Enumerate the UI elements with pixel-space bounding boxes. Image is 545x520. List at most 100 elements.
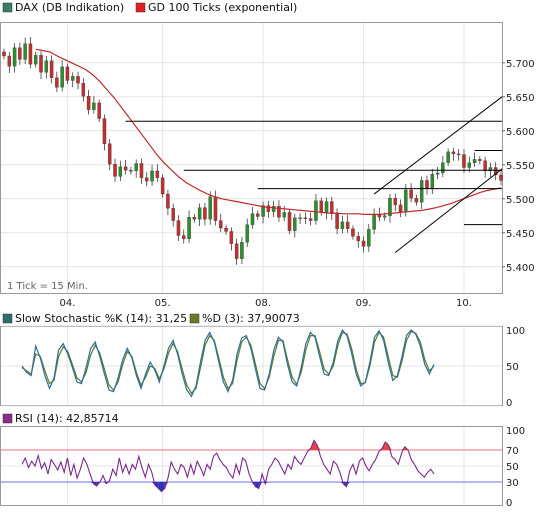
- candle-body: [139, 163, 144, 178]
- ema-line: [35, 48, 502, 215]
- main-x-axis: 04. 05. 08. 09. 10.: [59, 298, 471, 309]
- legend-label-rsi: RSI (14): 42,85714: [15, 412, 119, 425]
- candle-body: [113, 163, 117, 177]
- candle-body: [176, 220, 181, 236]
- candle-body: [219, 220, 223, 229]
- candle-body: [108, 143, 112, 165]
- candle-body: [12, 47, 17, 67]
- candle-body: [224, 227, 228, 232]
- candle-body: [414, 197, 419, 203]
- main-x-tick-label: 09.: [356, 298, 372, 309]
- legend-label-ema: GD 100 Ticks (exponential): [148, 1, 297, 14]
- candle-body: [271, 206, 276, 212]
- main-x-tick-label: 04.: [59, 298, 75, 309]
- candle-body: [293, 217, 297, 231]
- rsi-y-tick-label: 0: [506, 498, 512, 509]
- candle-body: [382, 215, 387, 218]
- rsi-oversold-fill: [158, 482, 162, 492]
- main-y-axis: 5.400 5.450 5.500 5.550 5.600 5.650 5.700: [502, 59, 535, 274]
- rsi-oversold-fill: [155, 482, 159, 489]
- legend-label-stoch-k: Slow Stochastic %K (14): 31,25: [15, 312, 187, 325]
- candle-body: [102, 118, 107, 144]
- candle-body: [287, 212, 292, 231]
- candle-body: [456, 153, 461, 156]
- candle-body: [462, 154, 466, 168]
- trend-line-channel: [373, 96, 503, 195]
- candle-body: [435, 172, 440, 175]
- candle-body: [145, 177, 149, 182]
- legend-swatch-rsi: [2, 413, 13, 424]
- main-plot-area: [0, 22, 503, 294]
- candle-body: [419, 180, 424, 203]
- main-y-tick-label: 5.700: [506, 59, 535, 70]
- candle-body: [44, 60, 49, 73]
- rsi-y-axis: 0 30 50 70 100: [506, 426, 525, 509]
- main-y-tick-label: 5.600: [506, 127, 535, 138]
- rsi-line: [21, 439, 435, 493]
- candle-body: [266, 205, 271, 212]
- trend-lines: [125, 96, 503, 253]
- main-y-tick-label: 5.450: [506, 229, 535, 240]
- candle-body: [250, 213, 255, 225]
- candle-body: [86, 95, 91, 110]
- candle-body: [409, 189, 413, 199]
- main-x-tick-label: 05.: [155, 298, 171, 309]
- stoch-lines: [21, 328, 435, 398]
- candle-body: [23, 43, 27, 60]
- candle-body: [372, 214, 376, 230]
- stoch-y-tick-label: 0: [506, 398, 512, 409]
- candle-body: [55, 77, 59, 88]
- rsi-y-tick-label: 30: [506, 478, 519, 489]
- legend-label-stoch-d: %D (3): 37,90073: [202, 312, 300, 325]
- legend-label-dax: DAX (DB Indikation): [15, 1, 124, 14]
- candle-body: [398, 204, 403, 212]
- candle-body: [467, 162, 472, 168]
- candle-body: [7, 55, 12, 67]
- candle-body: [319, 200, 323, 213]
- candle-body: [76, 76, 80, 84]
- candle-body: [33, 55, 38, 65]
- candle-body: [446, 151, 450, 163]
- legend-swatch-stoch-d: [189, 313, 200, 324]
- stoch-y-tick-label: 100: [506, 326, 525, 337]
- candle-body: [488, 167, 493, 172]
- rsi-oversold-fill: [161, 482, 165, 492]
- main-x-tick-label: 08.: [255, 298, 271, 309]
- candle-body: [213, 196, 218, 221]
- stoch-y-axis: 0 50 100: [506, 326, 525, 409]
- candle-body: [150, 170, 154, 182]
- stoch-y-tick-label: 50: [506, 362, 519, 373]
- candle-body: [388, 197, 392, 216]
- candle-body: [393, 197, 397, 206]
- candle-body: [277, 206, 281, 218]
- candle-body: [28, 43, 33, 65]
- rsi-lines: [21, 439, 435, 493]
- candle-body: [256, 213, 260, 217]
- candle-body: [282, 212, 286, 218]
- candle-body: [308, 218, 313, 221]
- rsi-y-tick-label: 50: [506, 462, 519, 473]
- candle-body: [472, 159, 477, 163]
- candle-body: [441, 162, 445, 174]
- legend-swatch-stoch-k: [2, 313, 13, 324]
- candle-body: [330, 201, 334, 214]
- rsi-overbought-fill: [313, 440, 318, 450]
- main-y-tick-label: 5.650: [506, 93, 535, 104]
- candle-body: [208, 196, 212, 220]
- candle-body: [97, 102, 101, 119]
- candle-body: [134, 163, 138, 172]
- candle-body: [187, 217, 191, 240]
- candle-body: [192, 217, 197, 220]
- candle-body: [356, 236, 360, 242]
- main-legend: DAX (DB Indikation) GD 100 Ticks (expone…: [2, 1, 297, 14]
- candle-body: [298, 217, 302, 219]
- candle-body: [155, 170, 160, 178]
- candle-body: [245, 224, 249, 243]
- candle-body: [425, 180, 429, 189]
- legend-swatch-dax: [2, 2, 13, 13]
- candle-body: [171, 208, 175, 221]
- candle-body: [39, 55, 43, 73]
- candle-body: [361, 240, 366, 247]
